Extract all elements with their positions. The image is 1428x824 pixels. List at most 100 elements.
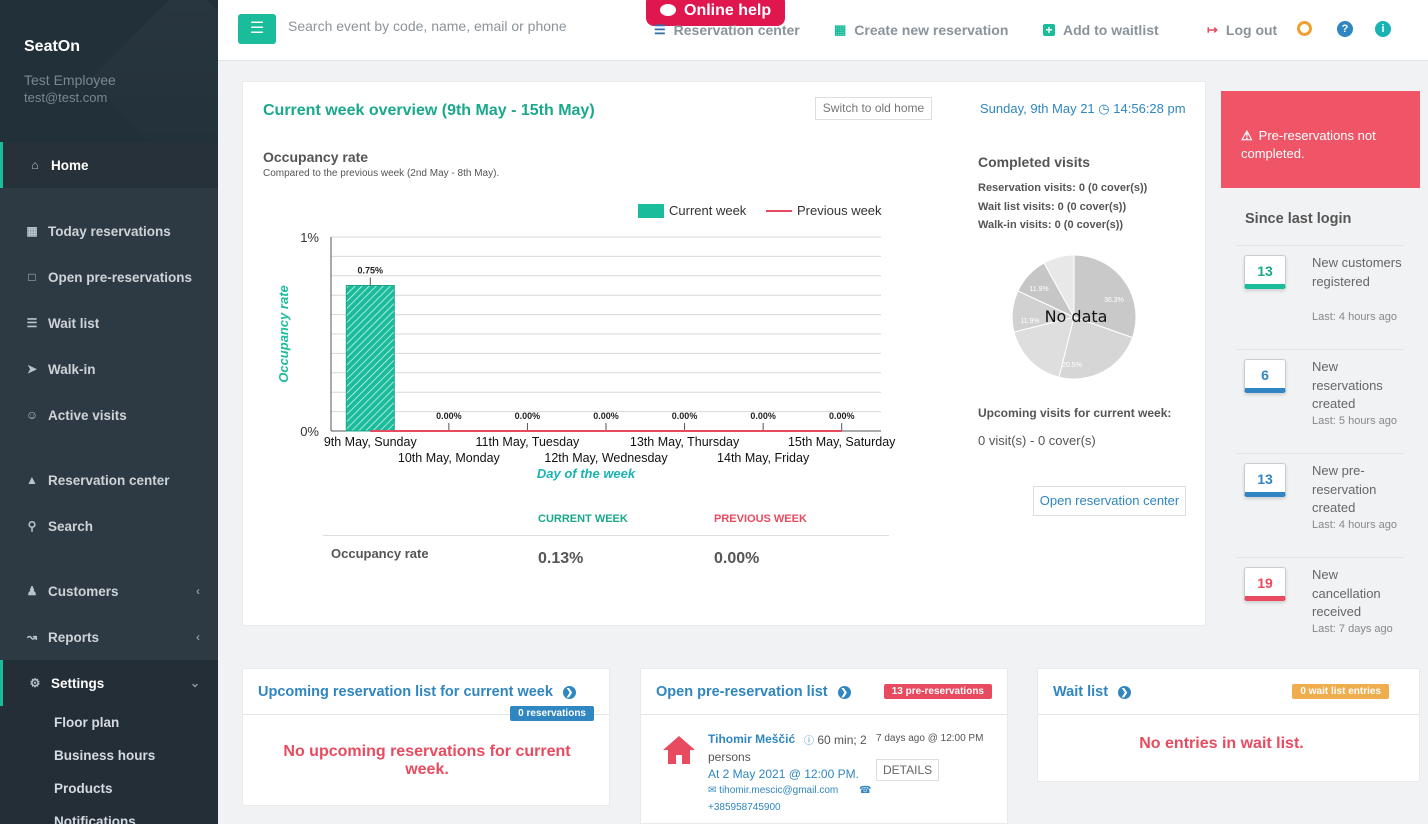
home-icon: ⌂ <box>31 158 39 172</box>
occupancy-table: CURRENT WEEK PREVIOUS WEEK Occupancy rat… <box>323 506 889 582</box>
legend-swatch-previous <box>766 209 792 212</box>
upcoming-reservations-title[interactable]: Upcoming reservation list for current we… <box>258 684 576 700</box>
data-label: 0.00% <box>750 411 776 421</box>
reservation-visits: Reservation visits: 0 (0 cover(s)) <box>978 182 1148 194</box>
since-item-time: Last: 4 hours ago <box>1312 519 1398 531</box>
lifebuoy-icon[interactable] <box>1297 21 1312 36</box>
menu-toggle-button[interactable]: ☰ <box>238 14 276 44</box>
search-icon: ⚲ <box>27 519 37 533</box>
add-waitlist-link[interactable]: + Add to waitlist <box>1043 22 1159 38</box>
completed-visits-title: Completed visits <box>978 154 1091 170</box>
question-icon[interactable]: ? <box>1337 21 1353 37</box>
pre-reservations-count-badge: 13 pre-reservations <box>883 684 992 699</box>
pie-slice <box>1058 316 1134 380</box>
list-icon: ☰ <box>654 22 666 37</box>
empty-upcoming-message: No upcoming reservations for current wee… <box>283 743 571 778</box>
pie-label: 11.9% <box>1029 286 1048 293</box>
sidebar-item-label: Today reservations <box>48 223 171 239</box>
brand-logo[interactable]: SeatOn <box>24 38 81 55</box>
sidebar-item-search[interactable]: ⚲ Search <box>0 503 218 549</box>
sidebar-item-label: Search <box>48 518 94 534</box>
smile-icon: ☺ <box>25 408 39 422</box>
pie-slice <box>1043 254 1075 319</box>
sidebar-item-label: Reservation center <box>48 472 170 488</box>
sidebar-item-today-reservations[interactable]: ▦ Today reservations <box>0 208 218 254</box>
open-pre-reservations-title[interactable]: Open pre-reservation list ❯ <box>656 684 851 700</box>
divider <box>243 714 609 715</box>
gears-icon: ⚙ <box>29 676 41 690</box>
divider <box>641 714 1007 715</box>
since-item-time: Last: 4 hours ago <box>1312 311 1398 323</box>
sidebar-item-settings[interactable]: ⚙ Settings ⌄ <box>0 660 218 706</box>
count-badge: 13 <box>1244 255 1286 289</box>
pre-reservations-alert[interactable]: ⚠ Pre-reservations not completed. <box>1221 91 1420 188</box>
online-help-label: Online help <box>684 2 772 19</box>
details-button[interactable]: DETAILS <box>876 759 940 781</box>
bank-icon: ▲ <box>26 473 38 487</box>
pie-no-data: No data <box>1045 307 1108 326</box>
wait-list-title[interactable]: Wait list ❯ <box>1053 684 1132 700</box>
since-item-text: New cancellation received <box>1312 567 1381 619</box>
guest-name[interactable]: Tihomir Meščić <box>708 732 796 746</box>
sidebar: SeatOn Test Employee test@test.com ⌂ Hom… <box>0 0 218 824</box>
sidebar-subitem-notifications[interactable]: Notifications <box>0 805 218 824</box>
y-tick-label: 1% <box>300 230 319 245</box>
sidebar-item-active-visits[interactable]: ☺ Active visits <box>0 392 218 438</box>
sidebar-item-reservation-center[interactable]: ▲ Reservation center <box>0 457 218 503</box>
current-datetime: Sunday, 9th May 21 ◷ 14:56:28 pm <box>980 101 1186 117</box>
entry-email[interactable]: ✉ tihomir.mescic@gmail.com <box>708 785 838 796</box>
bar-current-week <box>345 285 395 432</box>
count-badge: 6 <box>1244 359 1286 393</box>
info-icon[interactable]: i <box>1375 21 1391 37</box>
since-item-time: Last: 5 hours ago <box>1312 415 1398 427</box>
week-overview-card: Current week overview (9th May - 15th Ma… <box>242 81 1206 626</box>
arrow-right-circle-icon: ❯ <box>837 685 851 699</box>
entry-phone[interactable]: +385958745900 <box>708 802 781 813</box>
sidebar-item-wait-list[interactable]: ☰ Wait list <box>0 300 218 346</box>
since-item-reservations[interactable]: 6 New reservations created Last: 5 hours… <box>1236 349 1404 453</box>
page-title: Current week overview (9th May - 15th Ma… <box>263 102 595 119</box>
search-input[interactable] <box>288 18 608 34</box>
since-item-text: New reservations created <box>1312 359 1383 411</box>
pre-reservation-entry[interactable]: Tihomir Meščić ⓘ 60 min; 2 7 days ago @ … <box>641 715 1007 824</box>
logout-link[interactable]: ↦ Log out <box>1207 22 1277 38</box>
data-label: 0.00% <box>829 411 855 421</box>
sidebar-item-open-pre-reservations[interactable]: □ Open pre-reservations <box>0 254 218 300</box>
pie-slice <box>1073 254 1137 339</box>
sidebar-item-label: Settings <box>51 675 105 691</box>
sidebar-item-reports[interactable]: ↝ Reports ‹ <box>0 614 218 660</box>
switch-old-home-button[interactable]: Switch to old home <box>815 97 932 120</box>
create-reservation-link[interactable]: ▦ Create new reservation <box>834 22 1008 38</box>
reservation-center-link[interactable]: ☰ Reservation center <box>654 22 800 38</box>
sidebar-subitem-products[interactable]: Products <box>0 772 218 805</box>
occupancy-subtitle: Compared to the previous week (2nd May -… <box>263 168 500 179</box>
sidebar-item-customers[interactable]: ♟ Customers ‹ <box>0 568 218 614</box>
sidebar-subitem-business-hours[interactable]: Business hours <box>0 739 218 772</box>
online-help-button[interactable]: Online help <box>646 0 786 26</box>
pie-label: 36.3% <box>1104 297 1124 304</box>
legend-label-current: Current week <box>669 203 747 218</box>
col-current-week: CURRENT WEEK <box>538 513 628 525</box>
since-item-text: New customers registered <box>1312 255 1402 289</box>
since-last-login-title: Since last login <box>1245 211 1352 227</box>
sidebar-item-label: Wait list <box>48 315 100 331</box>
info-icon: ⓘ <box>804 736 814 747</box>
since-item-customers[interactable]: 13 New customers registered Last: 4 hour… <box>1236 245 1404 349</box>
topbar: ☰ Online help ☰ Reservation center ▦ Cre… <box>218 0 1428 61</box>
sidebar-subitem-floor-plan[interactable]: Floor plan <box>0 706 218 739</box>
arrow-right-circle-icon: ❯ <box>1118 685 1132 699</box>
since-item-pre-reservation[interactable]: 13 New pre-reservation created Last: 4 h… <box>1236 453 1404 557</box>
users-icon: ♟ <box>26 584 38 598</box>
open-reservation-center-button[interactable]: Open reservation center <box>1033 486 1186 516</box>
upcoming-visits-title: Upcoming visits for current week: <box>978 406 1172 420</box>
sidebar-item-home[interactable]: ⌂ Home <box>0 142 218 188</box>
sidebar-item-walk-in[interactable]: ➤ Walk-in <box>0 346 218 392</box>
row-label: Occupancy rate <box>331 546 429 561</box>
entry-datetime: At 2 May 2021 @ 12:00 PM. <box>708 767 859 781</box>
since-item-text: New pre-reservation created <box>1312 463 1377 515</box>
x-tick-label: 15th May, Saturday <box>788 435 896 449</box>
since-item-cancellation[interactable]: 19 New cancellation received Last: 7 day… <box>1236 557 1404 641</box>
card-title-label: Open pre-reservation list <box>656 684 828 700</box>
sidebar-item-label: Home <box>51 157 89 173</box>
sidebar-item-label: Open pre-reservations <box>48 269 193 285</box>
